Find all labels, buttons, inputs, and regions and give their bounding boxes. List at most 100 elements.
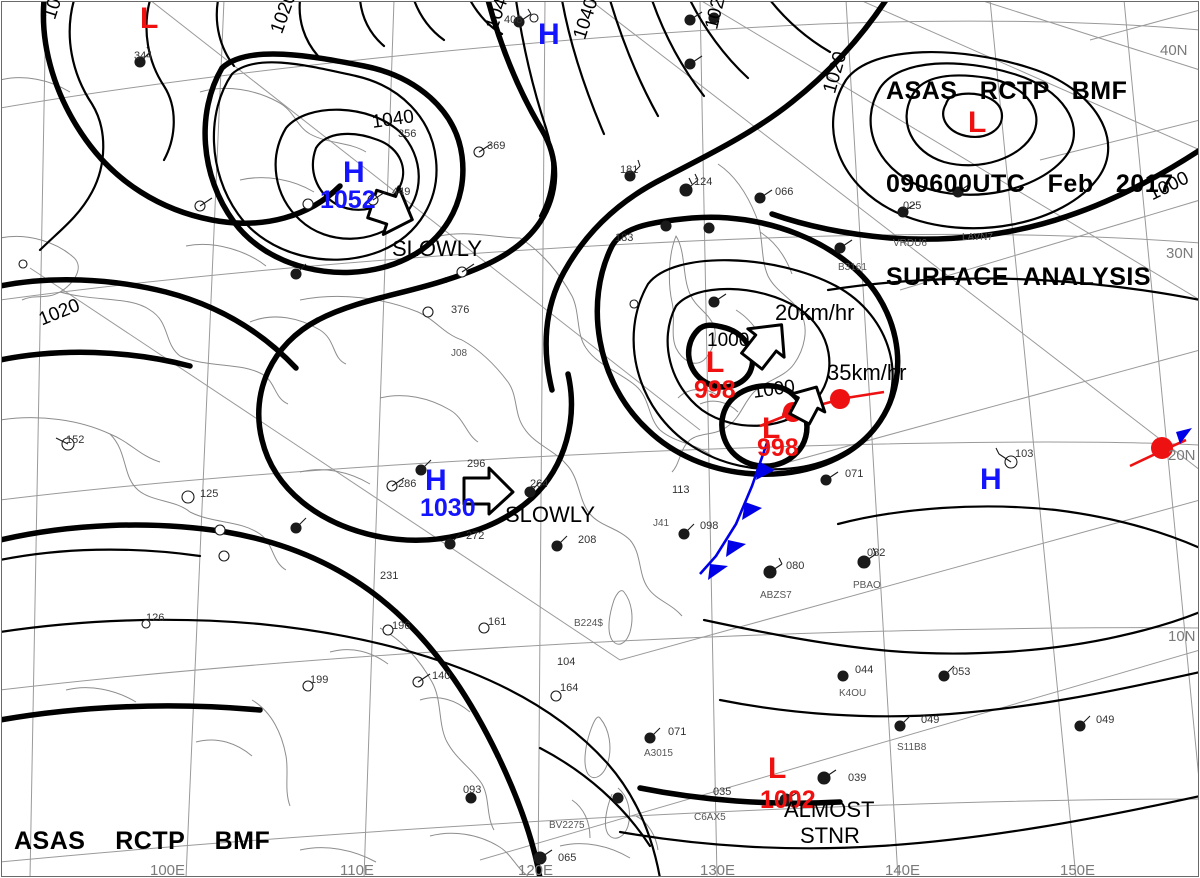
station-observation-30: 104 — [557, 656, 576, 668]
pressure-system-high-1: H — [425, 464, 447, 497]
station-observation-39: 049 — [1096, 714, 1115, 726]
movement-annotation-2: 20km/hr — [775, 300, 855, 325]
station-id-B224$: B224$ — [574, 618, 603, 629]
pressure-system-low-7: L — [140, 2, 159, 35]
station-observation-40: 065 — [558, 852, 577, 864]
movement-annotation-4: ALMOST — [784, 797, 875, 822]
pressure-value-high-1: 1030 — [420, 494, 476, 522]
station-observation-27: 231 — [380, 570, 399, 582]
station-id-A3015: A3015 — [644, 748, 673, 759]
station-observation-13: 264 — [530, 478, 549, 490]
station-observation-29: 140 — [432, 670, 451, 682]
station-observation-32: 071 — [668, 726, 687, 738]
station-observation-34: 035 — [713, 786, 732, 798]
station-observation-8: 183 — [615, 232, 634, 244]
title-line-valid-time: 090600UTC Feb 2017 — [886, 170, 1174, 198]
station-id-VRDU6: VRDU6 — [893, 238, 927, 249]
longitude-label-140E-4: 140E — [885, 862, 921, 878]
station-observation-15: 208 — [578, 534, 597, 546]
cold-front-main — [699, 439, 775, 580]
pressure-system-high-2: H — [980, 463, 1002, 496]
station-observation-28: 199 — [310, 674, 329, 686]
isobar-label-1000-9: 1000 — [707, 330, 750, 351]
longitude-label-120E-2: 120E — [518, 862, 554, 878]
station-observation-12: 286 — [398, 478, 417, 490]
station-observation-4: 449 — [392, 186, 411, 198]
motion-arrow-low-998-east — [788, 385, 827, 426]
station-observation-19: 080 — [786, 560, 805, 572]
station-observation-6: 124 — [694, 176, 713, 188]
station-observation-3: 369 — [487, 140, 506, 152]
latitude-label-10N: 10N — [1168, 628, 1196, 645]
longitude-label-110E-1: 110E — [340, 862, 374, 878]
station-observation-23: 125 — [200, 488, 219, 500]
station-observation-9: 025 — [903, 200, 922, 212]
station-observation-10: 376 — [451, 304, 470, 316]
station-observation-0: 408 — [504, 14, 523, 26]
station-observation-1: 344 — [134, 50, 153, 62]
pressure-system-high-3: H — [538, 18, 560, 51]
pressure-system-high-0: H — [343, 156, 365, 189]
pressure-system-low-4: L — [706, 346, 725, 379]
latitude-label-40N: 40N — [1160, 42, 1188, 59]
station-observation-22: 152 — [66, 434, 85, 446]
station-observation-21: 103 — [1015, 448, 1034, 460]
station-observation-25: 196 — [392, 620, 411, 632]
pressure-value-low-4: 998 — [694, 376, 736, 404]
movement-annotation-1: SLOWLY — [505, 502, 596, 527]
title-line-product-code: ASAS RCTP BMF — [886, 77, 1128, 105]
station-observation-24: 126 — [146, 612, 165, 624]
title-line-product-code-2: ASAS RCTP BMF — [14, 827, 271, 855]
station-observation-17: 113 — [672, 484, 690, 496]
station-observation-2: 356 — [398, 128, 417, 140]
station-id-ABZS7: ABZS7 — [760, 590, 792, 601]
pressure-value-low-6: 1002 — [760, 786, 816, 814]
station-observation-7: 066 — [775, 186, 794, 198]
movement-annotation-0: SLOWLY — [392, 236, 483, 261]
station-id-J41: J41 — [653, 518, 670, 529]
station-id-PBAO: PBAO — [853, 580, 881, 591]
station-id-LAVN7: LAVN7 — [962, 232, 993, 243]
longitude-label-130E-3: 130E — [700, 862, 736, 878]
latitude-label-20N: 20N — [1168, 447, 1196, 464]
station-observation-20: 082 — [867, 547, 886, 559]
station-observation-36: 044 — [855, 664, 874, 676]
warm-front-east — [1129, 428, 1192, 468]
title-block-bottom-left: ASAS RCTP BMF 090600UTC Feb 2017 SURFACE… — [14, 764, 309, 878]
motion-arrow-high-1030 — [462, 466, 515, 516]
station-id-K4OU: K4OU — [839, 688, 867, 699]
station-observation-38: 049 — [921, 714, 940, 726]
coastlines — [1, 77, 806, 877]
station-id-BV2275: BV2275 — [549, 820, 585, 831]
station-observation-35: 039 — [848, 772, 867, 784]
station-observation-26: 161 — [488, 616, 507, 628]
station-id-S11B8: S11B8 — [897, 742, 927, 753]
station-observation-31: 164 — [560, 682, 579, 694]
pressure-system-low-8: L — [968, 106, 987, 139]
longitude-label-150E-5: 150E — [1060, 862, 1096, 878]
pressure-value-high-0: 1052 — [320, 186, 376, 214]
motion-arrow-low-998-west — [740, 323, 786, 371]
pressure-system-low-5: L — [762, 412, 781, 445]
station-id-J08: J08 — [451, 348, 468, 359]
motion-arrow-high-1052 — [366, 185, 414, 236]
title-block-top-right: ASAS RCTP BMF 090600UTC Feb 2017 SURFACE… — [886, 14, 1174, 355]
movement-annotation-5: STNR — [800, 823, 860, 848]
station-observation-5: 181 — [620, 164, 639, 176]
station-plots — [18, 8, 1091, 865]
station-observation-33: 093 — [463, 784, 482, 796]
pressure-system-low-6: L — [768, 752, 787, 785]
station-observation-37: 053 — [952, 666, 971, 678]
station-observation-16: 098 — [700, 520, 719, 532]
station-id-C6AX5: C6AX5 — [694, 812, 726, 823]
title-line-product-name: SURFACE ANALYSIS — [886, 263, 1152, 291]
station-observation-14: 272 — [466, 530, 485, 542]
pressure-value-low-5: 998 — [757, 434, 799, 462]
station-observation-18: 071 — [845, 468, 864, 480]
station-id-B3161: B3161 — [838, 262, 867, 273]
station-observation-11: 296 — [467, 458, 486, 470]
